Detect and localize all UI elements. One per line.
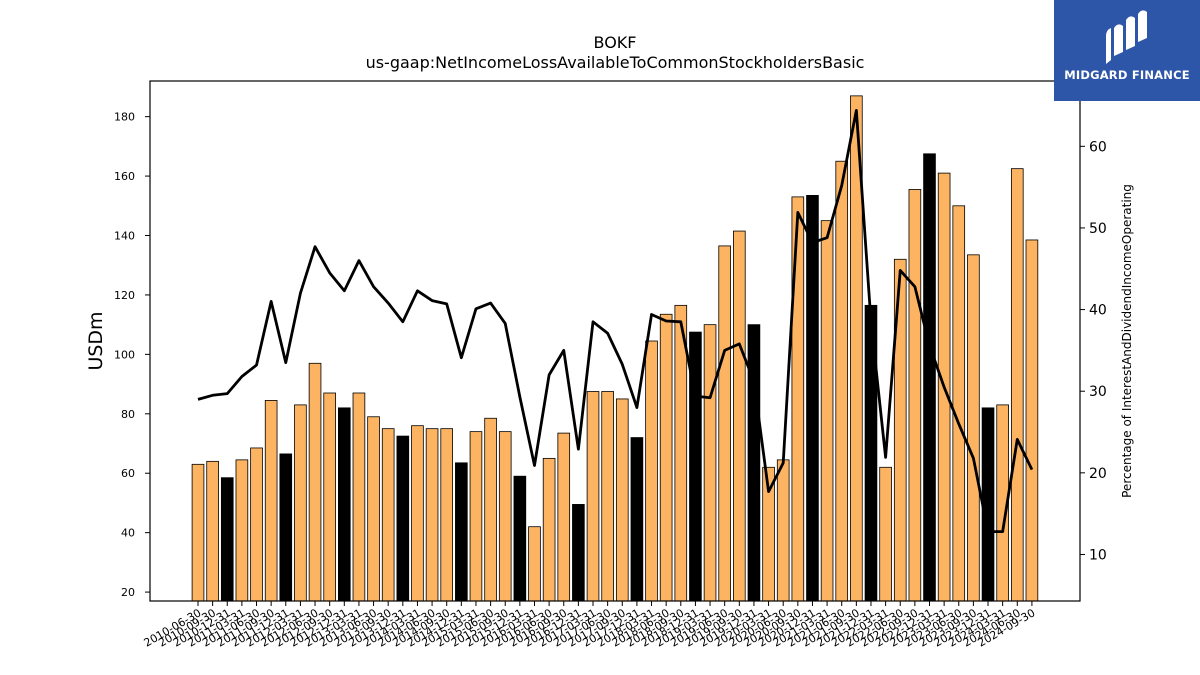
bars-group [191,95,1039,602]
bar [381,428,395,602]
bar [264,400,278,602]
y2-tick-label: 20 [1089,466,1107,482]
bar [572,504,585,602]
y-tick-label: 120 [114,289,135,302]
bar [367,416,380,602]
bar [411,425,424,602]
bar [923,153,936,602]
bar [776,459,790,602]
bar [1025,239,1039,602]
bar [396,435,410,602]
bar [542,457,556,602]
bar [528,526,541,602]
y-tick-label: 60 [121,467,135,480]
bar [279,453,293,602]
plot-frame [149,80,1081,602]
bar [879,466,892,602]
bar [455,462,468,602]
bar [352,392,366,602]
bar [206,460,219,602]
bar [498,431,512,602]
bar [484,417,497,602]
y2-tick-label: 40 [1089,303,1107,319]
bar [733,230,746,602]
bar [425,428,439,602]
bar [250,447,263,602]
y-axis-label: USDm [85,311,107,370]
y-tick-label: 160 [114,170,135,183]
ratio-line [197,108,1034,534]
y2-tick-label: 30 [1089,384,1107,400]
bar [747,324,761,602]
y2-tick-label: 10 [1089,547,1107,563]
bar [952,205,966,602]
y-tick-label: 40 [121,527,135,540]
line-group [197,108,1034,534]
y-tick-label: 140 [114,230,135,243]
bar [718,245,731,602]
brand-name: MIDGARD FINANCE [1064,68,1190,82]
bar [806,194,819,602]
bar [235,459,249,602]
bar [323,392,336,602]
y2-axis-label: Percentage of InterestAndDividendIncomeO… [1120,184,1134,498]
bar [191,463,205,602]
right-axis: 10 20 30 40 50 60 [1080,139,1107,563]
bar [586,391,600,602]
bar [615,398,629,602]
midgard-logo-icon [1106,10,1147,64]
bar [601,391,614,602]
bar [967,254,980,602]
bar [820,220,834,602]
bar [835,160,849,602]
bar [659,313,673,602]
bar [220,477,234,602]
bar [557,432,571,602]
bar [440,428,454,602]
y-tick-label: 20 [121,586,135,599]
chart-subtitle: us-gaap:NetIncomeLossAvailableToCommonSt… [366,53,865,72]
chart-title: BOKF [594,33,637,52]
bar [469,431,483,602]
y-tick-label: 80 [121,408,135,421]
bar [791,196,805,602]
brand-logo: MIDGARD FINANCE [1054,0,1200,101]
bar [337,407,351,602]
y-tick-label: 180 [114,111,135,124]
bar [645,340,658,602]
bar [1010,168,1024,602]
bar [630,437,644,602]
y-tick-label: 100 [114,348,135,361]
x-axis: 2010-06-302010-09-302010-12-312011-03-31… [142,601,1037,650]
y2-tick-label: 60 [1089,139,1107,155]
bar [308,362,322,602]
left-axis: 20 40 60 80 100 120 140 160 180 [114,111,150,599]
y2-tick-label: 50 [1089,221,1107,237]
bar [294,404,307,602]
bar [908,189,922,602]
bar [703,324,717,602]
bar [513,475,527,602]
